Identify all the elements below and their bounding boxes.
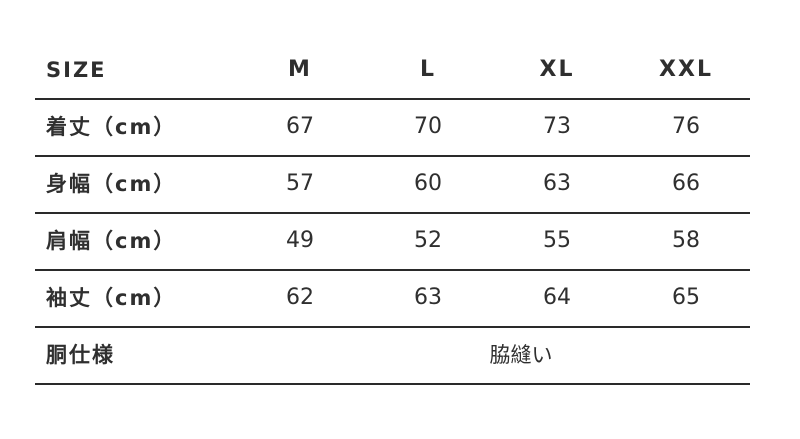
table-row: 肩幅（cm） 49 52 55 58	[35, 213, 750, 271]
cell: 66	[672, 171, 700, 196]
cell: 57	[286, 171, 314, 196]
cell: 67	[286, 114, 314, 139]
row-label: 着丈（cm）	[46, 115, 177, 139]
size-l: L	[419, 57, 437, 82]
cell: 62	[286, 285, 314, 310]
cell: 70	[414, 114, 442, 139]
table-row: 身幅（cm） 57 60 63 66	[35, 156, 750, 214]
size-m: M	[288, 57, 312, 82]
cell: 58	[672, 228, 700, 253]
footer-value: 脇縫い	[489, 343, 553, 367]
cell: 55	[543, 228, 571, 253]
cell: 63	[414, 285, 442, 310]
cell: 60	[414, 171, 442, 196]
footer-label: 胴仕様	[46, 343, 115, 367]
cell: 49	[286, 228, 314, 253]
table-row: 着丈（cm） 67 70 73 76	[35, 99, 750, 157]
cell: 63	[543, 171, 571, 196]
header-label: SIZE	[46, 58, 107, 82]
header-row: SIZE M L XL XXL	[35, 42, 750, 100]
table-row: 袖丈（cm） 62 63 64 65	[35, 270, 750, 328]
cell: 73	[543, 114, 571, 139]
row-label: 袖丈（cm）	[46, 286, 177, 310]
footer-row: 胴仕様 脇縫い	[35, 327, 750, 385]
size-xl: XL	[539, 57, 575, 82]
row-label: 身幅（cm）	[46, 172, 177, 196]
cell: 52	[414, 228, 442, 253]
cell: 65	[672, 285, 700, 310]
cell: 76	[672, 114, 700, 139]
size-xxl: XXL	[659, 57, 713, 82]
cell: 64	[543, 285, 571, 310]
row-label: 肩幅（cm）	[46, 229, 177, 253]
